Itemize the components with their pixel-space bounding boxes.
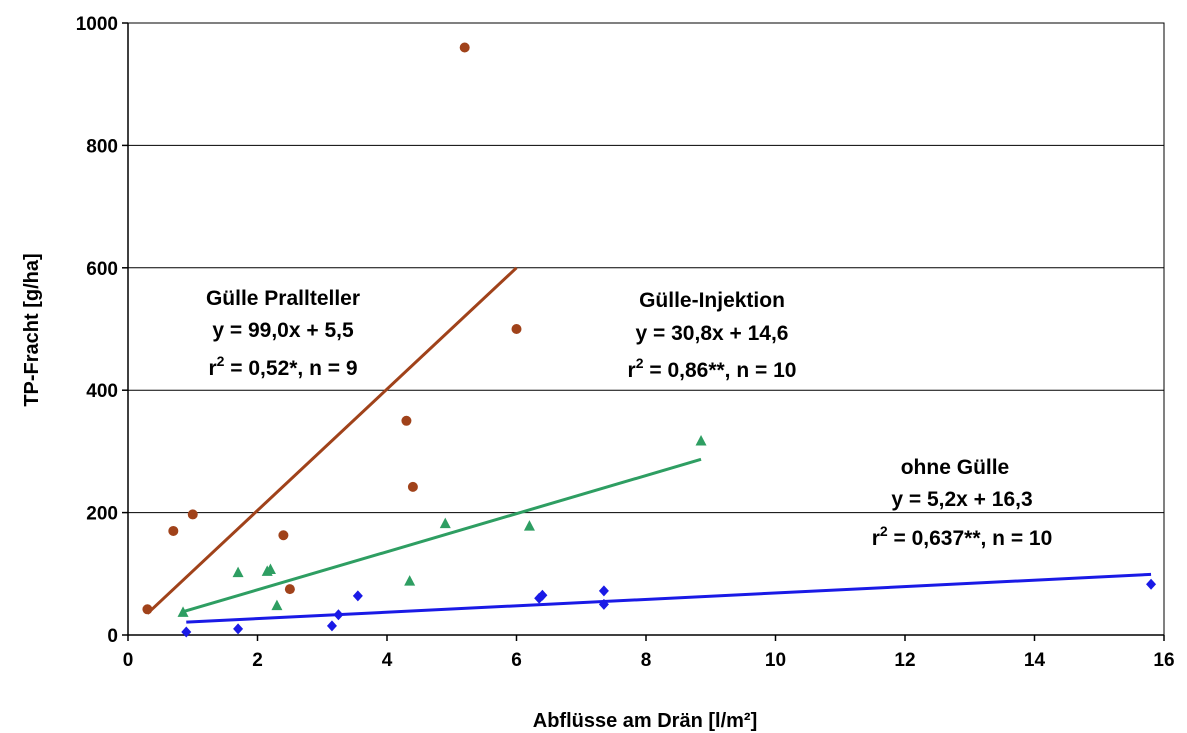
x-tick-label-12: 12 bbox=[894, 650, 915, 671]
annotation-ohne-guelle: ohne Gülle y = 5,2x + 16,3 r2 = 0,637**,… bbox=[872, 456, 1053, 550]
annotation-prallteller-title: Gülle Prallteller bbox=[206, 287, 360, 310]
point-s0-1 bbox=[168, 525, 179, 536]
x-tick-label-4: 4 bbox=[382, 650, 393, 671]
x-tick-label-0: 0 bbox=[123, 650, 134, 671]
point-s0-3 bbox=[278, 530, 289, 541]
annotation-injektion-equation: y = 30,8x + 14,6 bbox=[636, 322, 789, 345]
y-tick-label-800: 800 bbox=[86, 136, 118, 157]
point-s1-3 bbox=[264, 563, 276, 575]
point-s2-9 bbox=[1146, 578, 1157, 590]
annotation-prallteller-equation: y = 99,0x + 5,5 bbox=[212, 319, 354, 342]
trend-line-1 bbox=[182, 457, 702, 614]
annotation-injektion: Gülle-Injektion y = 30,8x + 14,6 r2 = 0,… bbox=[628, 289, 797, 382]
annotation-prallteller-r2: r2 = 0,52*, n = 9 bbox=[208, 353, 357, 380]
y-axis-title: TP-Fracht [g/ha] bbox=[21, 253, 43, 406]
y-tick-label-600: 600 bbox=[86, 259, 118, 280]
y-tick-label-400: 400 bbox=[86, 381, 118, 402]
annotation-injektion-r2: r2 = 0,86**, n = 10 bbox=[628, 355, 797, 382]
point-s1-1 bbox=[232, 566, 244, 578]
point-s2-1 bbox=[233, 623, 244, 635]
annotation-ohne-r2: r2 = 0,637**, n = 10 bbox=[872, 523, 1053, 550]
y-tick-label-1000: 1000 bbox=[76, 14, 118, 35]
point-s2-2 bbox=[326, 620, 337, 632]
x-tick-label-10: 10 bbox=[765, 650, 786, 671]
point-s1-6 bbox=[439, 517, 451, 529]
y-tick-label-0: 0 bbox=[107, 626, 118, 647]
point-s2-7 bbox=[598, 585, 609, 597]
tick-labels: 0 200 400 600 800 1000 0 2 4 6 8 10 12 14 16 bbox=[76, 14, 1175, 671]
point-s0-7 bbox=[459, 42, 470, 53]
point-s2-6 bbox=[537, 589, 548, 601]
axes bbox=[122, 22, 1165, 641]
point-s1-5 bbox=[404, 575, 416, 586]
data-points bbox=[142, 42, 1157, 638]
annotation-ohne-equation: y = 5,2x + 16,3 bbox=[891, 488, 1032, 511]
annotation-injektion-title: Gülle-Injektion bbox=[639, 289, 785, 312]
x-axis-title: Abflüsse am Drän [l/m²] bbox=[533, 710, 757, 732]
point-s0-0 bbox=[142, 604, 153, 615]
x-tick-label-16: 16 bbox=[1153, 650, 1174, 671]
x-tick-label-8: 8 bbox=[641, 650, 652, 671]
y-tick-label-200: 200 bbox=[86, 504, 118, 525]
point-s2-4 bbox=[352, 590, 363, 602]
x-tick-label-14: 14 bbox=[1024, 650, 1046, 671]
annotation-prallteller: Gülle Prallteller y = 99,0x + 5,5 r2 = 0… bbox=[206, 287, 360, 380]
x-tick-label-2: 2 bbox=[252, 650, 263, 671]
point-s1-0 bbox=[177, 606, 189, 617]
trend-line-2 bbox=[186, 572, 1152, 624]
point-s1-8 bbox=[695, 434, 707, 446]
point-s0-5 bbox=[401, 415, 412, 426]
trend-line-0 bbox=[146, 266, 518, 615]
point-s2-0 bbox=[181, 626, 192, 638]
annotation-ohne-title: ohne Gülle bbox=[901, 456, 1010, 479]
point-s2-3 bbox=[333, 609, 344, 621]
point-s1-4 bbox=[271, 599, 283, 611]
point-s0-6 bbox=[407, 481, 418, 492]
point-s0-8 bbox=[511, 324, 522, 334]
point-s2-8 bbox=[598, 598, 609, 610]
point-s0-4 bbox=[284, 584, 295, 595]
point-s1-7 bbox=[523, 520, 535, 531]
point-s0-2 bbox=[187, 509, 198, 520]
x-tick-label-6: 6 bbox=[511, 650, 522, 671]
trend-lines bbox=[146, 266, 1152, 624]
